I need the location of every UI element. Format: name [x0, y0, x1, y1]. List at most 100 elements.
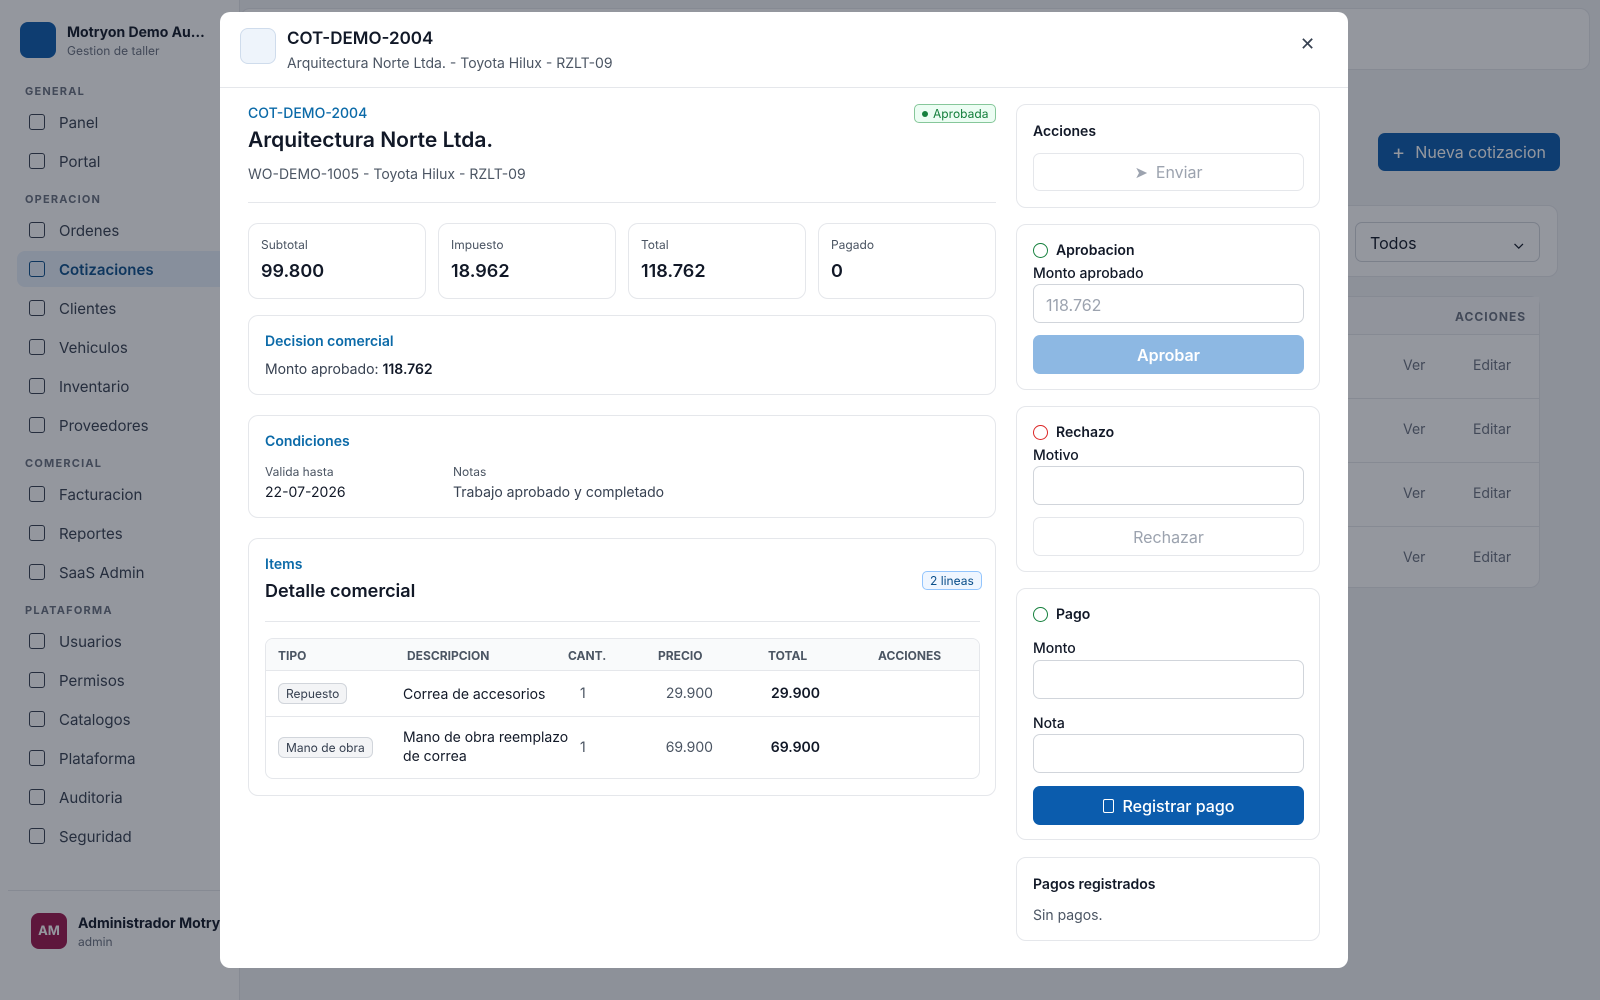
doc-icon [1102, 798, 1114, 813]
view-action[interactable]: Ver [1403, 421, 1426, 438]
nav-label: Ordenes [59, 220, 120, 240]
filter-select[interactable]: Todos ⌄ [1355, 222, 1540, 262]
nav-section: PLATAFORMA [25, 603, 113, 617]
items-card: Items Detalle comercial 2 lineas TIPO DES… [248, 538, 996, 796]
send-button[interactable]: ➤ Enviar [1033, 153, 1304, 191]
nav-label: Clientes [59, 298, 117, 318]
nav-item[interactable]: Proveedores [17, 407, 240, 443]
edit-action[interactable]: Editar [1473, 485, 1512, 502]
stat-card: Pagado 0 [818, 223, 996, 299]
view-action[interactable]: Ver [1403, 485, 1426, 502]
amount-label: Monto [1033, 640, 1076, 657]
nav-icon [29, 525, 45, 541]
nav-item[interactable]: Usuarios [17, 623, 240, 659]
nav-icon [29, 486, 45, 502]
nav-item[interactable]: SaaS Admin [17, 554, 240, 590]
field-label: Valida hasta [265, 464, 334, 479]
nav-section: OPERACION [25, 192, 102, 206]
close-button[interactable]: ✕ [1300, 34, 1316, 55]
approval-placeholder: 118.762 [1046, 295, 1102, 315]
payments-empty: Sin pagos. [1033, 907, 1103, 924]
type-pill: Repuesto [278, 682, 348, 704]
edit-action[interactable]: Editar [1473, 549, 1512, 566]
edit-action[interactable]: Editar [1473, 357, 1512, 374]
conditions-card: Condiciones Valida hasta 22-07-2026 Nota… [248, 415, 996, 518]
approval-input[interactable]: 118.762 [1033, 284, 1304, 323]
stat-card: Total 118.762 [628, 223, 806, 299]
register-button[interactable]: Registrar pago [1033, 786, 1304, 825]
nav-icon [29, 339, 45, 355]
row-divider [1341, 526, 1539, 527]
note-label: Nota [1033, 715, 1065, 732]
edit-action[interactable]: Editar [1473, 421, 1512, 438]
decision-value: 118.762 [382, 361, 433, 378]
approval-label: Monto aprobado [1033, 265, 1144, 282]
amount-input[interactable] [1033, 660, 1304, 699]
header-subtitle: Arquitectura Norte Ltda. - Toyota Hilux … [287, 55, 613, 72]
type-pill: Mano de obra [278, 736, 373, 758]
reject-button[interactable]: Rechazar [1033, 517, 1304, 556]
nav-label: SaaS Admin [59, 562, 145, 582]
field-value: 22-07-2026 [265, 484, 346, 501]
items-divider [265, 621, 980, 622]
nav-section: COMERCIAL [25, 456, 103, 470]
note-input[interactable] [1033, 734, 1304, 773]
nav-item[interactable]: Facturacion [17, 476, 240, 512]
view-action[interactable]: Ver [1403, 549, 1426, 566]
nav-item[interactable]: Auditoria [17, 779, 240, 815]
stat-card: Subtotal 99.800 [248, 223, 426, 299]
list-panel [1340, 296, 1540, 588]
nav-icon [29, 378, 45, 394]
stat-value: 0 [831, 261, 843, 282]
stat-label: Subtotal [261, 237, 308, 252]
nav-item[interactable]: Seguridad [17, 818, 240, 854]
nav-item[interactable]: Cotizaciones [17, 251, 240, 287]
nav-item[interactable]: Inventario [17, 368, 240, 404]
column-header: TOTAL [768, 648, 808, 663]
brand-logo [20, 22, 56, 58]
plus-icon: + [1392, 140, 1406, 164]
stat-label: Total [641, 237, 669, 252]
reason-input[interactable] [1033, 466, 1304, 505]
nav-label: Vehiculos [59, 337, 128, 357]
decision-line: Monto aprobado: 118.762 [265, 361, 433, 378]
nav-item[interactable]: Panel [17, 104, 240, 140]
nav-label: Auditoria [59, 787, 123, 807]
payment-card: Pago Monto Nota Registrar pago [1016, 588, 1320, 840]
price: 69.900 [665, 738, 713, 756]
nav-icon [29, 261, 45, 277]
new-quote-button[interactable]: + Nueva cotizacion [1378, 133, 1560, 171]
nav-item[interactable]: Plataforma [17, 740, 240, 776]
dollar-icon [1033, 607, 1048, 622]
stat-value: 18.962 [451, 261, 510, 282]
payment-title: Pago [1056, 606, 1091, 623]
nav-item[interactable]: Clientes [17, 290, 240, 326]
approve-button[interactable]: Aprobar [1033, 335, 1304, 374]
user-avatar: AM [31, 913, 67, 949]
description: Mano de obra reemplazo de correa [403, 728, 569, 765]
nav-item[interactable]: Reportes [17, 515, 240, 551]
user-name: Administrador Motry… [78, 915, 234, 932]
row-divider [266, 716, 979, 717]
sidebar: Motryon Demo Au… Gestion de taller GENER… [0, 0, 240, 1000]
reference: WO-DEMO-1005 - Toyota Hilux - RZLT-09 [248, 166, 526, 183]
nav-item[interactable]: Ordenes [17, 212, 240, 248]
table-head [266, 639, 979, 671]
nav-label: Permisos [59, 670, 125, 690]
user-role: admin [78, 934, 113, 949]
user-divider [8, 890, 240, 891]
nav-item[interactable]: Vehiculos [17, 329, 240, 365]
rejection-title: Rechazo [1056, 424, 1115, 441]
nav-label: Portal [59, 151, 101, 171]
nav-item[interactable]: Catalogos [17, 701, 240, 737]
approval-head: Aprobacion [1033, 242, 1135, 259]
nav-label: Plataforma [59, 748, 136, 768]
conditions-title: Condiciones [265, 433, 350, 450]
nav-item[interactable]: Portal [17, 143, 240, 179]
view-action[interactable]: Ver [1403, 357, 1426, 374]
nav-icon [29, 300, 45, 316]
register-label: Registrar pago [1122, 795, 1235, 816]
stat-label: Impuesto [451, 237, 504, 252]
nav-item[interactable]: Permisos [17, 662, 240, 698]
